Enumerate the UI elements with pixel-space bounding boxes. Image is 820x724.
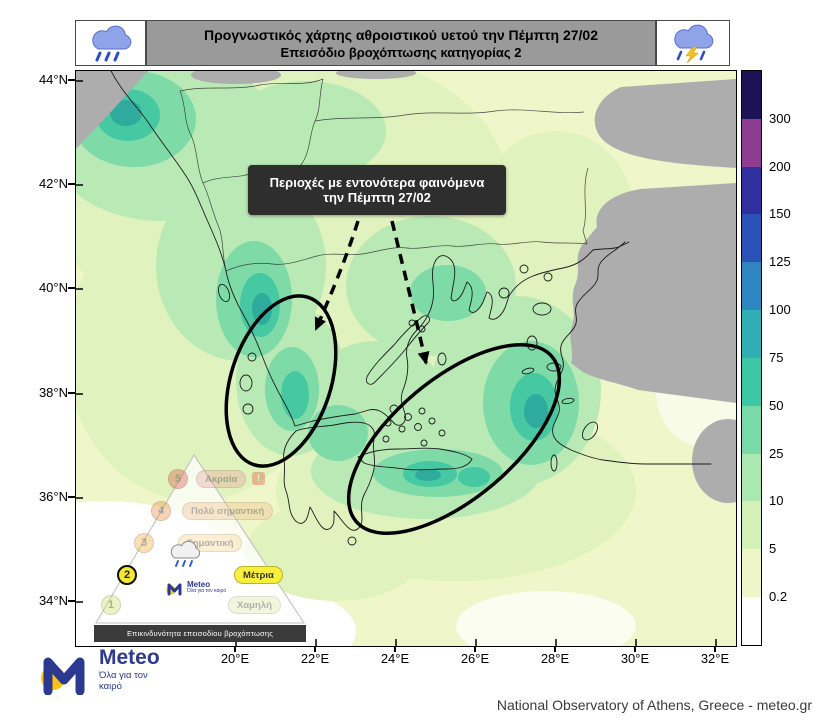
severity-pyramid-legend: 5 Ακραία! 4 Πολύ σημαντική 3 Σημαντική 2 Μέτρια… (94, 453, 306, 645)
lat-tick-label: 38°N (38, 385, 68, 400)
colorbar-label: 50 (769, 397, 784, 413)
legend-rain-cloud-icon (166, 539, 206, 574)
colorbar-segment: 75 (742, 310, 783, 365)
colorbar-segment: 150 (742, 166, 791, 221)
lat-tick (68, 392, 75, 394)
meteo-logo: Meteo Όλα για τον καιρό (40, 645, 160, 695)
lon-tick-label: 32°E (700, 651, 730, 666)
precipitation-map: Περιοχές με εντονότερα φαινόμενα την Πέμ… (75, 70, 737, 647)
map-inner-ticks (76, 80, 717, 646)
lat-tick-label: 34°N (38, 593, 68, 608)
lat-tick-label: 40°N (38, 280, 68, 295)
title-line-2: Επεισόδιο βροχόπτωσης κατηγορίας 2 (280, 44, 522, 60)
precip-shading (76, 71, 636, 601)
severity-level-3-circle: 3 (134, 533, 154, 553)
title-line-1: Προγνωστικός χάρτης αθροιστικού υετού τη… (204, 26, 598, 43)
colorbar: 300 200 150 125 100 75 50 25 10 5 0.2 (741, 70, 791, 646)
colorbar-segment: 200 (742, 118, 791, 174)
severity-level-1-label: Χαμηλή (228, 596, 281, 614)
severity-level-4-circle: 4 (151, 501, 171, 521)
lon-tick (634, 646, 636, 652)
colorbar-label: 75 (769, 349, 784, 365)
colorbar-segment: 0.2 (742, 549, 787, 604)
annotation-line-1: Περιοχές με εντονότερα φαινόμενα (269, 175, 485, 190)
lon-tick (234, 646, 236, 652)
colorbar-segment: 5 (742, 501, 776, 556)
lat-tick (68, 79, 75, 81)
storm-cloud-icon (674, 24, 714, 63)
logo-text: Meteo (99, 646, 160, 670)
severity-level-2-label: Μέτρια (234, 566, 283, 584)
colorbar-label: 150 (769, 206, 791, 222)
colorbar-segment: 100 (742, 262, 791, 317)
out-of-domain-gray (76, 71, 736, 503)
annotation-arrow-southeast (390, 220, 430, 365)
legend-meteo-logo: Meteo Όλα για τον καιρό (166, 579, 226, 596)
map-title: Προγνωστικός χάρτης αθροιστικού υετού τη… (146, 20, 656, 66)
colorbar-segment: 50 (742, 357, 783, 413)
highlight-ellipse-west (224, 294, 338, 468)
meteo-m-icon (166, 583, 182, 596)
colorbar-label: 200 (769, 158, 791, 174)
severity-level-2-circle: 2 (117, 565, 137, 585)
colorbar-label: 5 (769, 541, 777, 557)
alert-badge: ! (252, 472, 265, 485)
lon-tick-label: 26°E (460, 651, 490, 666)
header-left-icon-box (75, 20, 146, 66)
meteo-m-icon-large (41, 657, 85, 695)
colorbar-segment: 300 (742, 71, 791, 126)
colorbar-label: 10 (769, 493, 784, 509)
colorbar-segment: 25 (742, 405, 783, 461)
severity-caption: Επικινδυνότητα επεισοδίου βροχόπτωσης (94, 625, 306, 642)
lon-tick-label: 22°E (300, 651, 330, 666)
coastlines (110, 71, 712, 546)
precipitation-map-svg (76, 71, 736, 646)
lon-tick (474, 646, 476, 652)
header-right-icon-box (656, 20, 730, 66)
highlight-annotations (224, 220, 562, 535)
colorbar-label: 125 (769, 254, 791, 270)
lon-tick (554, 646, 556, 652)
colorbar-segment: 10 (742, 453, 783, 508)
legend-logo-text: Meteo (187, 579, 211, 589)
highlight-ellipse-southeast (346, 343, 562, 535)
colorbar-label: 0.2 (769, 589, 788, 605)
colorbar-label: 25 (769, 445, 784, 461)
colorbar-label: 100 (769, 302, 791, 318)
lon-tick-label: 20°E (220, 651, 250, 666)
lon-tick-label: 24°E (380, 651, 410, 666)
lat-tick (68, 496, 75, 498)
colorbar-label: 300 (769, 110, 791, 126)
severity-level-4-label: Πολύ σημαντική (182, 502, 274, 520)
severity-level-5-label: Ακραία (196, 470, 247, 488)
annotation-arrow-west (314, 220, 360, 331)
lat-tick (68, 600, 75, 602)
rain-cloud-icon (91, 25, 131, 62)
lon-tick (314, 646, 316, 652)
annotation-box: Περιοχές με εντονότερα φαινόμενα την Πέμ… (248, 165, 506, 215)
logo-subtext: Όλα για τον καιρό (99, 670, 148, 692)
lon-tick (714, 646, 716, 652)
legend-logo-subtext: Όλα για τον καιρό (187, 588, 227, 595)
colorbar-segment: 125 (742, 214, 791, 269)
lat-tick-label: 36°N (38, 489, 68, 504)
lat-tick (68, 183, 75, 185)
severity-level-1-circle: 1 (101, 595, 121, 615)
attribution-text: National Observatory of Athens, Greece -… (496, 697, 812, 713)
lon-tick-label: 28°E (540, 651, 570, 666)
lat-tick-label: 42°N (38, 176, 68, 191)
severity-level-5-circle: 5 (168, 469, 188, 489)
lon-tick (394, 646, 396, 652)
colorbar-segment (742, 597, 761, 645)
lon-tick-label: 30°E (620, 651, 650, 666)
lat-tick (68, 287, 75, 289)
annotation-line-2: την Πέμπτη 27/02 (323, 190, 431, 205)
lat-tick-label: 44°N (38, 72, 68, 87)
